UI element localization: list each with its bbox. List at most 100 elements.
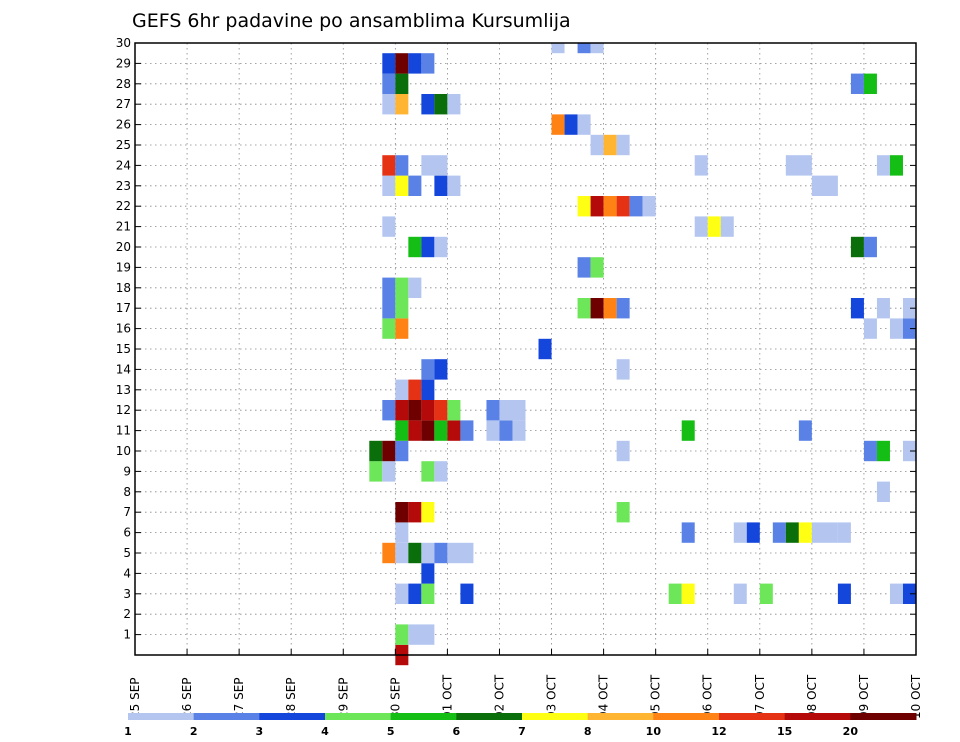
legend-swatch	[259, 713, 326, 720]
precip-cell	[382, 73, 396, 94]
precip-cell	[395, 277, 409, 298]
legend-label: 8	[584, 725, 592, 738]
precip-cell	[863, 318, 877, 339]
y-tick-label: 7	[123, 505, 131, 519]
precip-cell	[382, 94, 396, 115]
precip-cell	[876, 155, 890, 176]
precip-cell	[681, 522, 695, 543]
precip-cell	[382, 542, 396, 564]
legend-swatch	[850, 713, 917, 720]
legend-label: 10	[646, 725, 662, 738]
y-tick-label: 14	[116, 362, 131, 376]
precip-cell	[434, 94, 448, 115]
y-tick-label: 13	[116, 383, 131, 397]
precip-cell	[408, 583, 422, 604]
legend-label: 1	[124, 725, 132, 738]
precip-cell	[694, 155, 708, 176]
x-tick-label: 02 OCT	[492, 674, 506, 719]
precip-cell	[395, 318, 409, 339]
y-tick-label: 30	[116, 36, 131, 50]
precip-cell	[395, 440, 409, 462]
precip-cell	[382, 216, 396, 237]
precip-cell	[889, 583, 903, 604]
precip-cell	[876, 298, 890, 319]
y-tick-label: 5	[123, 546, 131, 560]
precip-cell	[577, 43, 591, 54]
precip-cell	[876, 481, 890, 502]
x-tick-label: 10 OCT	[909, 674, 923, 719]
precip-cell	[902, 583, 916, 604]
precip-cell	[434, 175, 448, 196]
precip-cell	[486, 400, 500, 421]
precip-cell	[785, 522, 799, 543]
precip-cell	[421, 583, 435, 604]
precip-cell	[408, 502, 422, 523]
precip-cell	[408, 236, 422, 258]
precip-cell	[590, 196, 604, 217]
x-tick-label: 04 OCT	[597, 674, 611, 719]
precip-cell	[395, 298, 409, 319]
precip-cell	[720, 216, 734, 237]
precip-cell	[421, 155, 448, 176]
precip-cell	[395, 522, 409, 543]
precip-cell	[395, 420, 409, 441]
precip-cell	[577, 196, 591, 217]
precip-cell	[421, 94, 435, 115]
legend-swatch	[784, 713, 851, 720]
y-tick-label: 12	[116, 403, 131, 417]
x-tick-label: 05 OCT	[649, 674, 663, 719]
y-tick-label: 24	[116, 158, 131, 172]
precip-cell	[876, 440, 890, 462]
precip-cell	[408, 379, 422, 400]
precip-cell	[421, 53, 435, 74]
precip-cell	[499, 420, 513, 441]
precip-cell	[499, 400, 526, 421]
precip-cell	[408, 53, 422, 74]
precip-cell	[863, 73, 877, 94]
x-axis-ticks: 25 SEP 26 SEP 27 SEP 28 SEP 29 SEP 30 SEP 01 O…	[128, 649, 923, 719]
chart-title: GEFS 6hr padavine po ansamblima Kursumli…	[132, 10, 571, 32]
legend-swatch	[456, 713, 523, 720]
legend-swatch	[390, 713, 457, 720]
y-tick-label: 20	[116, 240, 131, 254]
precip-cell	[382, 461, 396, 482]
precip-cell	[421, 542, 435, 564]
precip-cell	[538, 338, 552, 360]
y-tick-label: 6	[123, 526, 131, 540]
y-tick-label: 26	[116, 118, 131, 132]
precip-cell	[395, 73, 409, 94]
legend-label: 5	[387, 725, 395, 738]
precip-cell	[759, 583, 773, 604]
y-axis-ticks: 1234567891011121314151617181920212223242…	[116, 36, 916, 642]
precip-cell	[850, 73, 864, 94]
precip-cell	[408, 400, 422, 421]
precip-cell	[785, 155, 812, 176]
precip-cell	[460, 420, 474, 441]
precip-cell	[447, 542, 474, 564]
legend-label: 7	[518, 725, 526, 738]
precip-cell	[447, 94, 461, 115]
precip-cell	[798, 420, 812, 441]
legend-label: 15	[777, 725, 792, 738]
precip-cell	[616, 440, 630, 462]
precip-cell	[772, 522, 786, 543]
precip-cell	[395, 542, 409, 564]
y-tick-label: 17	[116, 301, 131, 315]
precip-cell	[564, 114, 578, 135]
legend-swatch	[719, 713, 786, 720]
precip-cell	[421, 400, 435, 421]
precip-cell	[577, 114, 591, 135]
precip-cell	[616, 134, 630, 156]
precip-cell	[421, 359, 435, 380]
precip-cell	[512, 420, 526, 441]
legend-swatch	[522, 713, 589, 720]
precip-cell	[382, 440, 396, 462]
y-tick-label: 25	[116, 138, 131, 152]
precip-cell	[603, 196, 617, 217]
y-tick-label: 15	[116, 342, 131, 356]
x-tick-label: 25 SEP	[128, 677, 142, 719]
precip-cell	[694, 216, 708, 237]
precip-cell	[668, 583, 682, 604]
plot-frame	[134, 42, 917, 656]
precip-cell	[616, 502, 630, 523]
